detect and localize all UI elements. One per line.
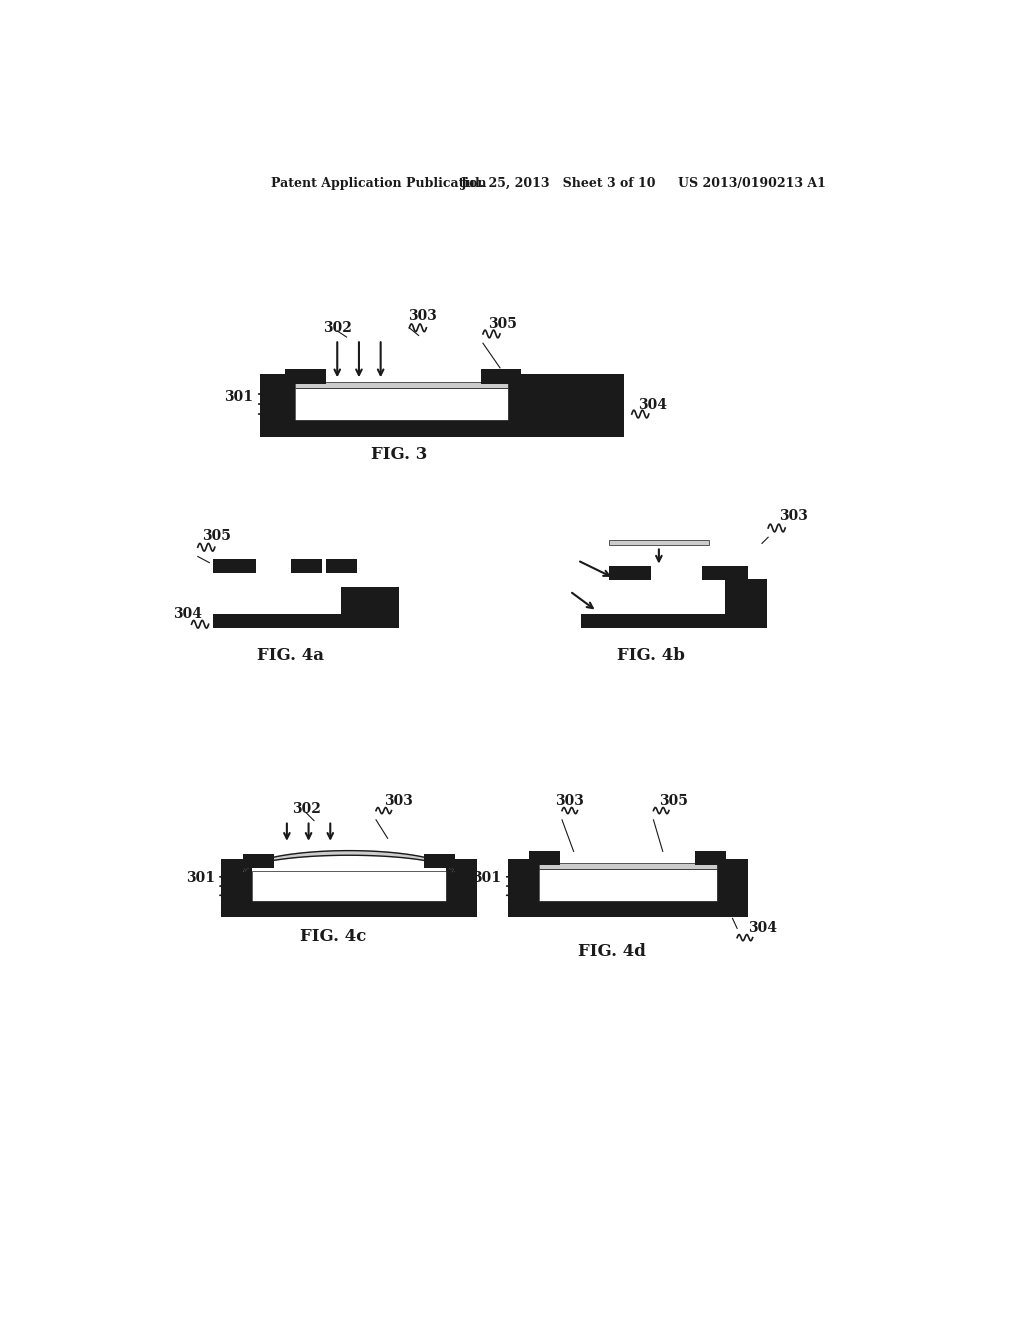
Bar [260,420,558,437]
Text: 304: 304 [173,607,202,622]
Bar [326,558,356,573]
Text: FIG. 4a: FIG. 4a [257,647,325,664]
Text: 303: 303 [384,795,413,808]
Bar [445,859,477,902]
Bar [341,587,399,614]
Text: FIG. 3: FIG. 3 [371,446,427,463]
Bar [221,902,477,917]
Bar [701,566,748,579]
Text: Patent Application Publication: Patent Application Publication [271,177,486,190]
Bar [213,614,399,628]
Text: 304: 304 [748,921,777,936]
Bar [508,374,558,420]
Bar [291,558,322,573]
Bar [295,381,508,388]
Text: 305: 305 [488,317,517,331]
Bar [286,368,326,384]
Text: 301: 301 [185,871,215,886]
Bar [558,374,624,437]
Bar [725,578,767,614]
Bar [508,859,539,902]
Text: 304: 304 [638,397,667,412]
Text: 302: 302 [323,321,351,335]
Text: 301: 301 [472,871,502,886]
Text: 305: 305 [202,529,230,543]
Bar [243,854,273,869]
Bar [221,859,252,902]
Bar [529,851,560,866]
Bar [717,859,748,902]
Text: Jul. 25, 2013   Sheet 3 of 10: Jul. 25, 2013 Sheet 3 of 10 [461,177,656,190]
Bar [539,863,717,869]
Bar [480,368,521,384]
Bar [213,558,256,573]
Text: 303: 303 [555,795,584,808]
Text: FIG. 4d: FIG. 4d [579,942,646,960]
Text: 305: 305 [658,795,688,808]
Text: 303: 303 [408,309,437,323]
Bar [424,854,455,869]
Bar [608,566,651,579]
Text: 303: 303 [779,510,808,524]
Bar [252,871,445,902]
Bar [295,388,508,420]
Text: 302: 302 [292,803,321,816]
Bar [539,869,717,902]
Text: 301: 301 [224,391,254,404]
Text: US 2013/0190213 A1: US 2013/0190213 A1 [678,177,826,190]
Bar [260,374,295,420]
Bar [582,614,767,628]
Bar [508,902,748,917]
Bar [695,851,726,866]
Text: FIG. 4c: FIG. 4c [300,928,367,945]
Bar [608,540,710,545]
Polygon shape [245,850,454,873]
Text: FIG. 4b: FIG. 4b [617,647,685,664]
